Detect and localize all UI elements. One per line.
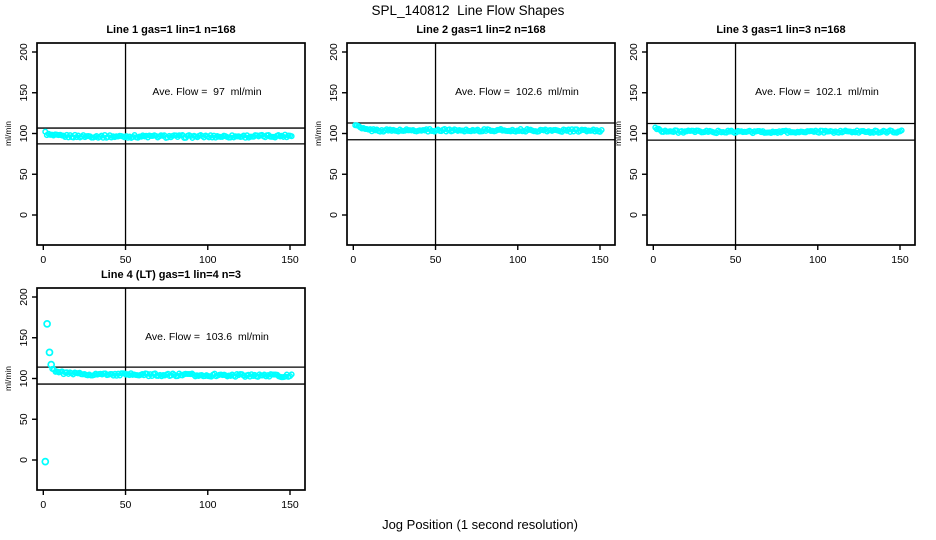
svg-text:100: 100: [18, 370, 30, 388]
panel-line-2: Line 2 gas=1 lin=2 n=168 Ave. Flow = 102…: [312, 21, 620, 273]
svg-text:150: 150: [281, 499, 299, 511]
svg-text:50: 50: [328, 168, 340, 180]
svg-text:150: 150: [591, 254, 609, 266]
y-axis-label: ml/min: [3, 366, 13, 391]
svg-text:200: 200: [328, 43, 340, 61]
plot-canvas: 0 50 100 150 0 50 100 150 200 ml/min: [3, 287, 306, 511]
svg-text:100: 100: [809, 254, 827, 266]
svg-text:0: 0: [18, 457, 30, 463]
svg-text:50: 50: [18, 168, 30, 180]
svg-text:100: 100: [199, 254, 217, 266]
svg-text:0: 0: [18, 212, 30, 218]
svg-text:50: 50: [628, 168, 640, 180]
svg-text:200: 200: [18, 43, 30, 61]
svg-text:0: 0: [350, 254, 356, 266]
plot-box: [346, 42, 616, 246]
y-axis-label: ml/min: [3, 121, 13, 146]
plot-box: [36, 287, 306, 491]
plot-canvas: 0 50 100 150 0 50 100 150 200 ml/min: [3, 42, 306, 266]
panel-title: Line 1 gas=1 lin=1 n=168: [106, 24, 236, 36]
panel-title: Line 2 gas=1 lin=2 n=168: [416, 24, 546, 36]
svg-text:0: 0: [328, 212, 340, 218]
y-axis-label: ml/min: [313, 121, 323, 146]
svg-text:200: 200: [18, 288, 30, 306]
x-axis-label: Jog Position (1 second resolution): [382, 517, 578, 532]
svg-text:0: 0: [650, 254, 656, 266]
svg-text:50: 50: [430, 254, 442, 266]
panel-line-4: Line 4 (LT) gas=1 lin=4 n=3 Ave. Flow = …: [2, 266, 310, 518]
data-points: [652, 124, 905, 137]
svg-text:200: 200: [628, 43, 640, 61]
plot-canvas: 0 50 100 150 0 50 100 150 200 ml/min: [313, 42, 616, 266]
data-points: [41, 320, 295, 466]
y-axis-label: ml/min: [613, 121, 623, 146]
svg-text:150: 150: [281, 254, 299, 266]
svg-text:50: 50: [730, 254, 742, 266]
ave-flow-annotation: Ave. Flow = 102.6 ml/min: [455, 86, 579, 98]
figure-title: SPL_140812 Line Flow Shapes: [371, 3, 565, 18]
panel-title: Line 3 gas=1 lin=3 n=168: [716, 24, 846, 36]
panel-line-3: Line 3 gas=1 lin=3 n=168 Ave. Flow = 102…: [612, 21, 920, 273]
data-points: [352, 122, 605, 135]
svg-text:100: 100: [628, 125, 640, 143]
ave-flow-annotation: Ave. Flow = 97 ml/min: [152, 86, 262, 98]
svg-text:150: 150: [328, 84, 340, 102]
svg-text:100: 100: [328, 125, 340, 143]
svg-text:100: 100: [18, 125, 30, 143]
svg-text:100: 100: [509, 254, 527, 266]
svg-text:0: 0: [40, 254, 46, 266]
svg-text:0: 0: [628, 212, 640, 218]
svg-text:100: 100: [199, 499, 217, 511]
plot-canvas: 0 50 100 150 0 50 100 150 200 ml/min: [613, 42, 916, 266]
svg-text:150: 150: [628, 84, 640, 102]
svg-text:0: 0: [40, 499, 46, 511]
svg-text:50: 50: [18, 413, 30, 425]
svg-text:150: 150: [18, 329, 30, 347]
ave-flow-annotation: Ave. Flow = 103.6 ml/min: [145, 331, 269, 343]
data-points: [42, 128, 295, 141]
panel-line-1: Line 1 gas=1 lin=1 n=168 Ave. Flow = 97 …: [2, 21, 310, 273]
svg-text:50: 50: [120, 499, 132, 511]
ave-flow-annotation: Ave. Flow = 102.1 ml/min: [755, 86, 879, 98]
panel-title: Line 4 (LT) gas=1 lin=4 n=3: [100, 269, 242, 281]
svg-text:150: 150: [18, 84, 30, 102]
svg-text:150: 150: [891, 254, 909, 266]
plot-box: [646, 42, 916, 246]
svg-text:50: 50: [120, 254, 132, 266]
